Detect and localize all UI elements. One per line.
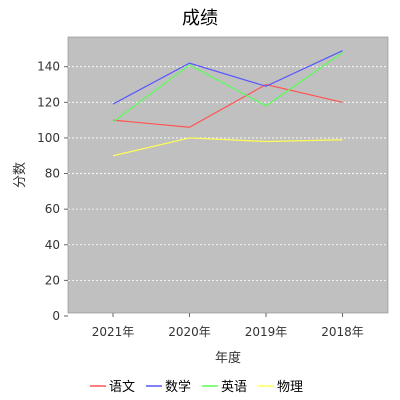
plot-area: [67, 36, 389, 314]
series-lines: [112, 50, 343, 157]
y-tick-label: 80: [45, 167, 60, 181]
y-tick-label: 120: [37, 95, 60, 109]
y-tick-label: 40: [45, 238, 60, 252]
legend-label: 数学: [165, 379, 191, 395]
x-tick-label: 2021年: [92, 325, 135, 339]
x-tick-label: 2020年: [168, 325, 211, 339]
y-tick-label: 60: [45, 202, 60, 216]
y-tick-label: 20: [45, 273, 60, 287]
chart-title: 成绩: [182, 8, 218, 29]
x-tick-label: 2019年: [245, 325, 288, 339]
gridlines: [68, 66, 388, 281]
x-axis-label: 年度: [215, 350, 241, 366]
x-tick-label: 2018年: [321, 325, 364, 339]
series-line-3: [112, 137, 343, 157]
legend-label: 语文: [109, 380, 135, 395]
legend: 语文 数学 英语 物理: [90, 379, 303, 395]
series-line-2: [112, 51, 343, 123]
y-tick-label: 140: [37, 60, 60, 74]
x-axis-ticks: 2021年 2020年 2019年 2018年: [92, 313, 364, 339]
y-axis-ticks: 0 20 40 60 80 100 120 140: [37, 60, 68, 323]
y-tick-label: 0: [52, 309, 60, 323]
legend-label: 物理: [277, 380, 303, 395]
legend-label: 英语: [221, 380, 247, 395]
y-tick-label: 100: [37, 131, 60, 145]
y-axis-label: 分数: [13, 162, 28, 188]
series-line-1: [112, 50, 343, 105]
series-line-0: [112, 83, 343, 128]
